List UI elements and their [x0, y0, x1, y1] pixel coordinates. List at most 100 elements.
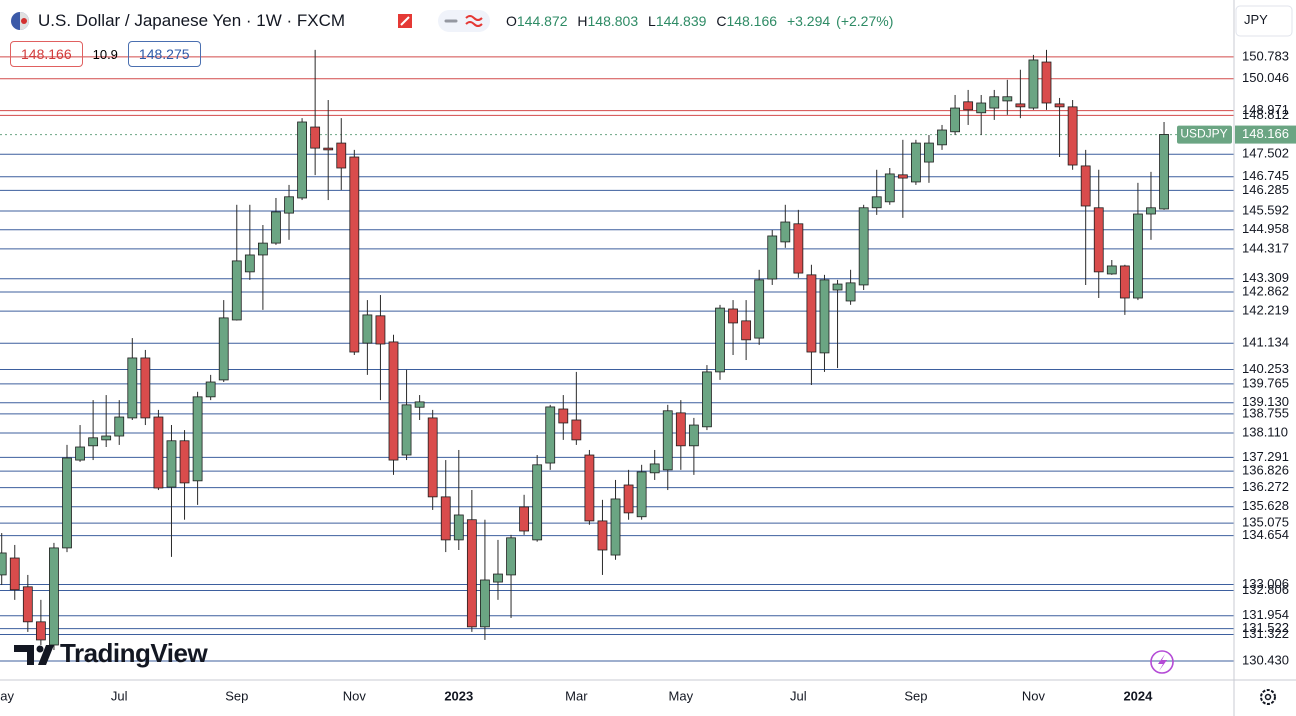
candle-body — [728, 308, 738, 324]
candle-body — [49, 547, 59, 646]
candle-body — [192, 396, 203, 482]
settings-hub — [1264, 693, 1272, 701]
y-tick-label: 142.219 — [1242, 303, 1289, 318]
y-tick-label: 142.862 — [1242, 283, 1289, 298]
y-tick-label: 139.130 — [1242, 394, 1289, 409]
candle-body — [780, 221, 791, 243]
candle-body — [806, 274, 817, 353]
candle-body — [832, 283, 843, 291]
candle-body — [297, 121, 307, 199]
y-tick-label: 143.309 — [1242, 270, 1289, 285]
mode-wave — [465, 15, 483, 27]
x-tick-label: May — [0, 688, 14, 703]
change-pct: (+2.27%) — [836, 13, 894, 29]
candle-body — [271, 211, 281, 244]
y-tick-label: 136.826 — [1242, 463, 1289, 478]
x-tick-label: Sep — [904, 688, 927, 703]
candle-body — [1106, 265, 1117, 275]
ohlc-legend: O144.872 H148.803 L144.839 C148.166 +3.2… — [506, 13, 899, 29]
candle-body — [793, 223, 804, 274]
candle-body — [558, 408, 569, 424]
candle-body — [571, 419, 582, 441]
candle-body — [845, 282, 856, 302]
candle-body — [871, 196, 882, 209]
candle-body — [166, 440, 177, 488]
candle-body — [284, 196, 294, 214]
candle-body — [506, 537, 516, 576]
candle-body — [114, 416, 125, 437]
candle-body — [532, 464, 543, 541]
ohlc-value: 144.872 — [516, 13, 568, 29]
x-tick-label: May — [669, 688, 694, 703]
y-tick-label: 136.272 — [1242, 479, 1289, 494]
price-label: 148.166 — [1242, 126, 1289, 141]
x-tick-label: 2023 — [444, 688, 473, 703]
logo-mark — [14, 645, 54, 665]
candle-body — [153, 416, 164, 489]
lightning-icon — [1150, 650, 1174, 674]
title[interactable]: U.S. Dollar / Japanese Yen · 1W · FXCM — [38, 11, 345, 31]
y-tick-label: 138.110 — [1242, 424, 1288, 439]
candle-body — [1080, 165, 1091, 207]
candle-body — [1015, 103, 1026, 108]
candle-body — [127, 357, 138, 419]
x-tick-label: Nov — [1022, 688, 1046, 703]
y-tick-label: 131.954 — [1242, 607, 1289, 622]
candle-body — [767, 235, 778, 280]
y-tick-label: 150.783 — [1242, 48, 1289, 63]
candle-body — [22, 586, 33, 623]
candle-body — [741, 320, 752, 341]
y-tick-label: 139.765 — [1242, 375, 1289, 390]
candle-body — [754, 279, 765, 339]
candle-body — [937, 129, 947, 146]
candle-body — [440, 496, 451, 541]
x-tick-label: Mar — [565, 688, 588, 703]
candle-body — [480, 579, 490, 628]
x-tick-label: Sep — [225, 688, 248, 703]
candle-body — [62, 457, 72, 549]
y-tick-label: 146.285 — [1242, 182, 1289, 197]
y-tick-label: 148.971 — [1242, 102, 1289, 117]
y-tick-label: 130.430 — [1242, 652, 1289, 667]
candle-body — [989, 96, 1000, 109]
candle-body — [1159, 134, 1169, 210]
candle-body — [702, 371, 712, 428]
candle-body — [1028, 59, 1039, 109]
x-tick-label: Jul — [111, 688, 128, 703]
candle-body — [323, 147, 334, 151]
candle-body — [349, 156, 360, 353]
candle-body — [179, 440, 190, 484]
ask[interactable]: 148.275 — [127, 41, 201, 67]
candle-body — [1093, 207, 1104, 273]
spread: 10.9 — [92, 46, 118, 62]
candle-body — [310, 126, 321, 149]
candle-body — [493, 573, 503, 583]
ohlc-key: C — [716, 13, 727, 29]
bid[interactable]: 148.166 — [10, 41, 83, 67]
candle-body — [819, 279, 830, 354]
candle-body — [610, 498, 621, 556]
symbol-title[interactable]: U.S. Dollar / Japanese Yen · 1W · FXCM — [38, 11, 346, 30]
settings-icon — [1260, 689, 1276, 705]
candle-body — [0, 552, 7, 576]
y-tick-label: 140.253 — [1242, 361, 1289, 376]
y-tick-label: 133.006 — [1242, 576, 1289, 591]
y-tick-label: 132.806 — [1242, 582, 1289, 597]
candle-body — [963, 101, 974, 111]
x-tick-label: Jul — [790, 688, 807, 703]
y-tick-label: 141.134 — [1242, 335, 1289, 350]
candle-body — [1067, 106, 1078, 166]
price-tag — [1235, 125, 1296, 144]
candle-body — [257, 242, 268, 256]
candle-body — [401, 404, 412, 456]
currency[interactable]: JPY — [1244, 12, 1268, 27]
candle-body — [466, 519, 477, 628]
candle-body — [675, 412, 686, 447]
candle-body — [205, 381, 216, 398]
candle-body — [336, 142, 347, 169]
x-axis-strip — [0, 680, 1296, 716]
candle-body — [75, 446, 85, 461]
candle-body — [35, 621, 46, 641]
